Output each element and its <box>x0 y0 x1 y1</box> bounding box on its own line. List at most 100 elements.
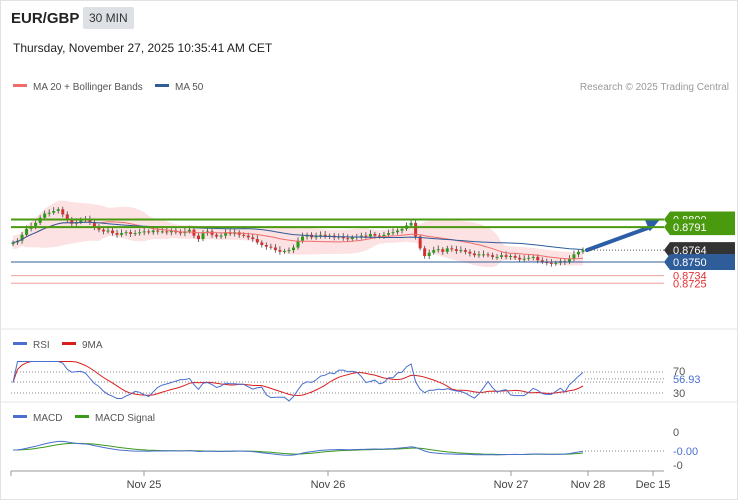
forecast-arrow <box>585 224 654 253</box>
candle-body <box>20 234 24 241</box>
candle-body <box>472 253 476 256</box>
candle-body <box>377 235 381 237</box>
candle-body <box>282 250 286 252</box>
pivot-label: 0.8750 <box>673 257 707 269</box>
candle-body <box>260 242 264 245</box>
macd-last-value: -0.00 <box>673 446 698 458</box>
candle-body <box>251 237 255 240</box>
candle-body <box>391 232 395 234</box>
price-pane <box>11 200 660 268</box>
ma20-line <box>12 221 584 260</box>
forecast-arrow-head <box>644 218 660 232</box>
candle-body <box>463 250 467 252</box>
candle-body <box>70 220 74 224</box>
timeframe-badge[interactable]: 30 MIN <box>83 7 134 29</box>
ma20-legend-label: MA 20 + Bollinger Bands <box>33 82 143 93</box>
candle-body <box>178 232 182 234</box>
candle-body <box>450 248 454 250</box>
candle-body <box>540 260 544 262</box>
candle-body <box>531 256 535 258</box>
resistance-label-tag <box>664 219 735 236</box>
candle-body <box>581 250 585 252</box>
candle-body <box>427 252 431 257</box>
candle-body <box>468 251 472 254</box>
candle-body <box>549 262 553 264</box>
candle-body <box>273 247 277 251</box>
candle-body <box>224 232 228 236</box>
candle-body <box>386 233 390 235</box>
signal-legend-swatch <box>75 415 89 418</box>
candle-body <box>536 256 540 261</box>
candle-body <box>291 247 295 251</box>
candle-body <box>477 254 481 256</box>
candle-body <box>169 230 173 233</box>
candle-body <box>187 229 191 232</box>
x-tick-label: Nov 25 <box>127 479 162 491</box>
candle-body <box>513 256 517 258</box>
candle-body <box>491 255 495 257</box>
x-tick-label: Nov 27 <box>494 479 529 491</box>
candle-body <box>65 214 69 221</box>
candle-body <box>11 242 15 245</box>
macd-tick-0: 0 <box>673 427 679 439</box>
candle-body <box>301 236 305 241</box>
candle-body <box>346 238 350 240</box>
candle-body <box>147 231 151 233</box>
candle-body <box>423 248 427 257</box>
macd-line <box>12 440 584 456</box>
macd-pane <box>12 440 664 456</box>
symbol-title: EUR/GBP <box>11 10 80 27</box>
candle-body <box>400 228 404 231</box>
candle-body <box>486 254 490 256</box>
candle-body <box>368 233 372 237</box>
candle-body <box>509 256 513 258</box>
candle-body <box>527 257 531 259</box>
candle-body <box>92 222 96 228</box>
candle-body <box>500 255 504 257</box>
candle-body <box>572 254 576 259</box>
credit-text: Research © 2025 Trading Central <box>580 82 729 93</box>
candle-body <box>350 237 354 240</box>
candle-body <box>61 209 65 215</box>
candle-body <box>160 231 164 233</box>
candle-body <box>47 212 51 214</box>
x-tick-label: Nov 28 <box>571 479 606 491</box>
candle-body <box>518 257 522 260</box>
candle-body <box>287 250 291 252</box>
rsi-pane <box>12 361 664 402</box>
candle-body <box>436 249 440 251</box>
candle-body <box>269 246 273 248</box>
candle-body <box>567 258 571 262</box>
candle-body <box>418 236 422 249</box>
candle-body <box>278 250 282 252</box>
rsi-tick-30: 30 <box>673 388 685 400</box>
candle-body <box>454 249 458 251</box>
x-tick-label: Nov 26 <box>311 479 346 491</box>
candle-body <box>34 222 38 227</box>
candle-body <box>255 239 259 243</box>
rsi-ma-legend-swatch <box>62 342 76 345</box>
candle-body <box>129 232 133 234</box>
candle-body <box>219 235 223 237</box>
candle-body <box>359 235 363 237</box>
candle-body <box>138 232 142 234</box>
candle-body <box>115 233 119 235</box>
candle-body <box>323 234 327 237</box>
candle-body <box>165 231 169 233</box>
candle-body <box>201 233 205 240</box>
candle-body <box>495 256 499 258</box>
candle-body <box>120 233 124 235</box>
ma50-legend-label: MA 50 <box>175 82 204 93</box>
candle-body <box>414 222 418 237</box>
candle-body <box>396 230 400 233</box>
candle-body <box>106 230 110 232</box>
rsi-ma-line <box>12 361 584 397</box>
ma50-legend-swatch <box>155 84 169 87</box>
resistance-label: 0.8791 <box>673 222 707 234</box>
candle-body <box>554 262 558 264</box>
candle-body <box>445 248 449 252</box>
candle-body <box>264 245 268 247</box>
timestamp: Thursday, November 27, 2025 10:35:41 AM … <box>13 41 273 55</box>
